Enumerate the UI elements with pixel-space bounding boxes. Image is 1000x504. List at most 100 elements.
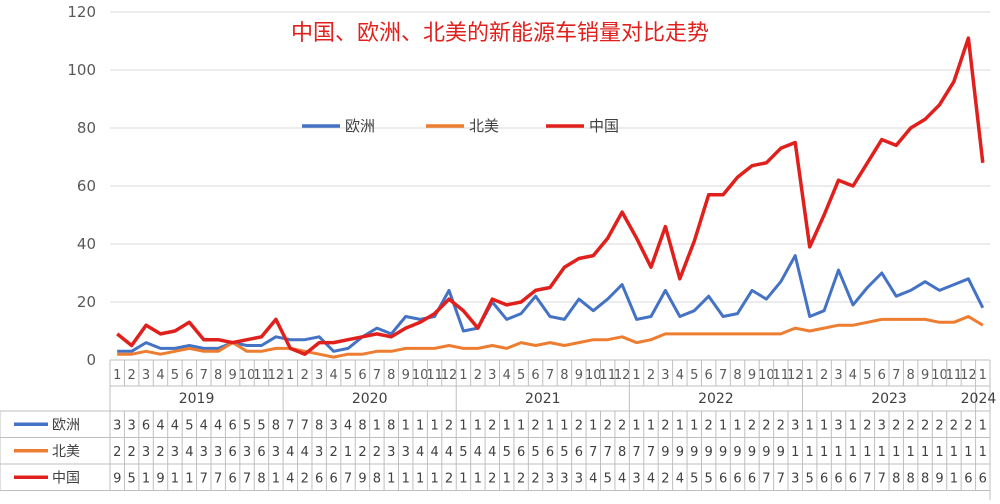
legend: 欧洲 北美 中国 [302, 117, 619, 135]
table-cell: 2 [113, 445, 121, 460]
table-cell: 5 [690, 471, 698, 486]
month-label: 7 [200, 368, 208, 383]
table-cell: 2 [907, 418, 915, 433]
table-cell: 7 [762, 471, 770, 486]
table-cell: 1 [806, 445, 814, 460]
table-cell: 7 [604, 445, 612, 460]
month-label: 5 [863, 368, 871, 383]
table-cell: 6 [834, 471, 842, 486]
table-cell: 4 [445, 445, 453, 460]
month-label: 6 [358, 368, 366, 383]
table-cell: 7 [286, 418, 294, 433]
table-cell: 9 [748, 445, 756, 460]
month-label: 1 [459, 368, 467, 383]
month-label: 10 [585, 368, 602, 383]
table-cell: 3 [878, 418, 886, 433]
table-cell: 2 [950, 418, 958, 433]
table-cell: 1 [863, 445, 871, 460]
table-cell: 3 [272, 445, 280, 460]
table-cell: 4 [286, 445, 294, 460]
table-cell: 3 [402, 445, 410, 460]
table-cell: 4 [430, 445, 438, 460]
table-cell: 5 [604, 471, 612, 486]
table-cell: 1 [849, 445, 857, 460]
table-cell: 4 [301, 445, 309, 460]
month-label: 3 [661, 368, 669, 383]
month-label: 3 [315, 368, 323, 383]
table-cell: 5 [560, 445, 568, 460]
month-label: 3 [488, 368, 496, 383]
month-label: 3 [142, 368, 150, 383]
month-label: 2 [820, 368, 828, 383]
table-cell: 1 [459, 471, 467, 486]
table-cell: 2 [777, 418, 785, 433]
month-label: 6 [878, 368, 886, 383]
month-label: 8 [733, 368, 741, 383]
table-cell: 2 [661, 418, 669, 433]
table-cell: 1 [719, 418, 727, 433]
table-cell: 2 [517, 471, 525, 486]
table-cell: 4 [214, 418, 222, 433]
month-label: 10 [412, 368, 429, 383]
y-tick-label: 120 [67, 3, 96, 21]
month-label: 9 [402, 368, 410, 383]
table-cell: 7 [301, 418, 309, 433]
table-cell: 1 [834, 445, 842, 460]
table-cell: 8 [387, 418, 395, 433]
data-table: 欧洲 3 3 6 4 4 5 4 4 6 5 5 8 7 7 8 3 4 8 1 8 1 1 1 2 1 1 2 1 1 2 1 1 2 1 2 2 1 1… [0, 410, 990, 491]
table-cell: 2 [964, 418, 972, 433]
month-label: 5 [690, 368, 698, 383]
series-line-欧洲 [117, 254, 985, 353]
y-tick-label: 60 [77, 177, 96, 195]
table-cell: 5 [127, 471, 135, 486]
table-series-label: 中国 [52, 470, 80, 486]
month-label: 1 [632, 368, 640, 383]
table-cell: 9 [690, 445, 698, 460]
table-cell: 3 [791, 471, 799, 486]
grid-lines [110, 11, 990, 361]
month-label: 5 [171, 368, 179, 383]
table-cell: 7 [243, 471, 251, 486]
table-cell: 6 [228, 445, 236, 460]
legend-label: 北美 [469, 117, 499, 135]
table-cell: 9 [719, 445, 727, 460]
series-line-北美 [117, 315, 984, 359]
y-tick-label: 20 [77, 293, 96, 311]
table-cell: 1 [632, 418, 640, 433]
month-label: 8 [214, 368, 222, 383]
table-cell: 3 [632, 471, 640, 486]
table-cell: 6 [315, 471, 323, 486]
table-cell: 8 [373, 471, 381, 486]
table-cell: 3 [546, 471, 554, 486]
table-cell: 1 [142, 471, 150, 486]
table-series-label: 北美 [52, 444, 80, 460]
table-cell: 3 [113, 418, 121, 433]
table-cell: 1 [171, 471, 179, 486]
table-cell: 1 [690, 418, 698, 433]
table-cell: 9 [661, 445, 669, 460]
table-cell: 1 [589, 418, 597, 433]
table-cell: 5 [806, 471, 814, 486]
table-cell: 3 [791, 418, 799, 433]
table-series-label: 欧洲 [52, 417, 80, 433]
month-label: 2 [647, 368, 655, 383]
table-cell: 7 [200, 471, 208, 486]
table-cell: 8 [315, 418, 323, 433]
table-cell: 1 [517, 418, 525, 433]
table-cell: 2 [575, 418, 583, 433]
month-label: 8 [560, 368, 568, 383]
month-label: 7 [719, 368, 727, 383]
month-label: 12 [441, 368, 458, 383]
table-cell: 6 [575, 445, 583, 460]
table-cell: 9 [705, 445, 713, 460]
month-label: 12 [960, 368, 977, 383]
table-cell: 1 [430, 471, 438, 486]
month-label: 4 [676, 368, 684, 383]
table-cell: 6 [964, 471, 972, 486]
table-cell: 1 [185, 471, 193, 486]
month-label: 5 [517, 368, 525, 383]
table-cell: 6 [257, 445, 265, 460]
y-axis: 0 20 40 60 80 100 120 [67, 3, 96, 369]
table-cell: 2 [445, 471, 453, 486]
table-cell: 8 [921, 471, 929, 486]
